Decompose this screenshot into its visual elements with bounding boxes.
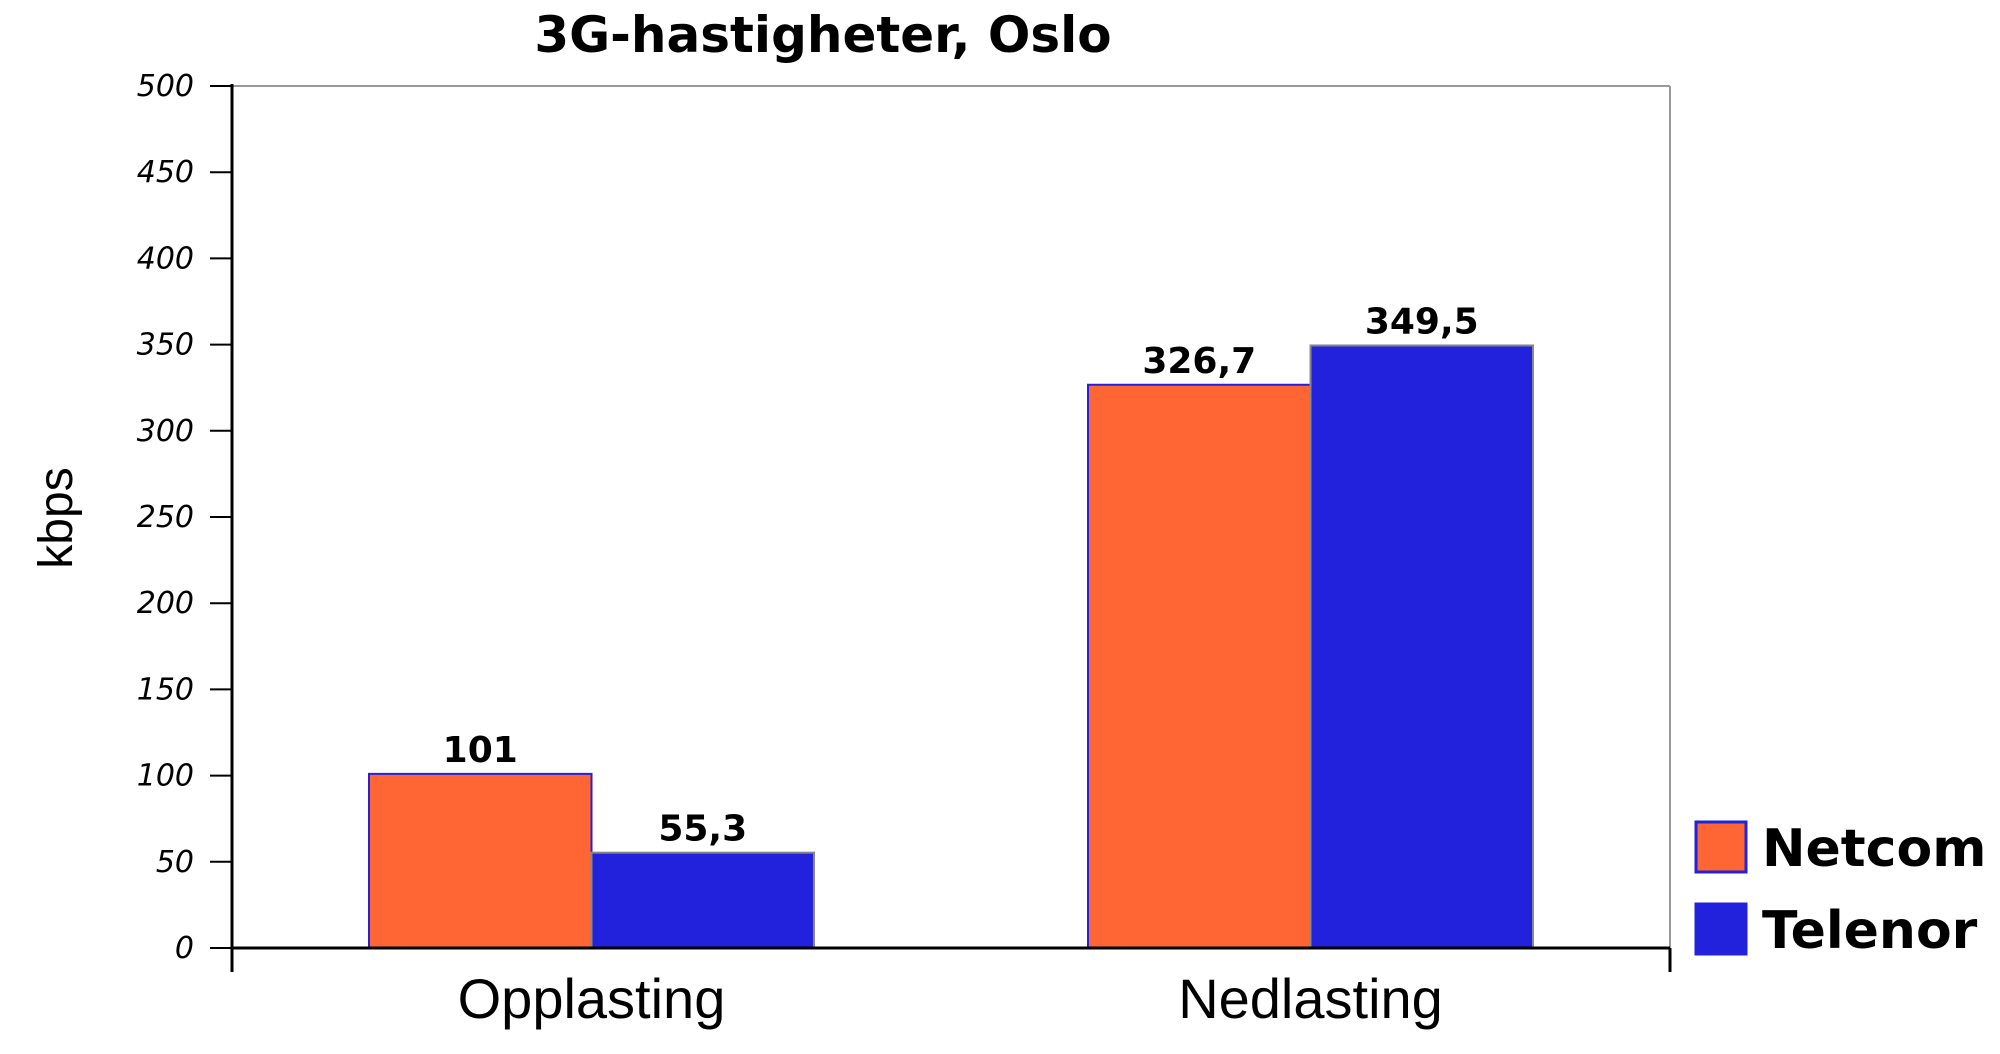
plot-area: 0 50 100 150 200 250 300 350 400 450 500 101 55,3 Opp… — [137, 69, 1672, 1030]
x-tick-label: Nedlasting — [1178, 967, 1443, 1030]
y-tick-label: 0 — [175, 931, 194, 966]
legend-swatch — [1694, 820, 1748, 874]
legend-label: Telenor — [1762, 901, 1978, 961]
y-tick-label: 50 — [156, 845, 194, 880]
y-tick-label: 250 — [137, 500, 194, 535]
y-tick-label: 300 — [137, 414, 194, 449]
y-tick-label: 450 — [137, 155, 194, 190]
y-tick-label: 400 — [137, 241, 194, 276]
legend: Netcom Telenor — [1694, 819, 1986, 961]
legend-label: Netcom — [1762, 819, 1986, 879]
bar — [1309, 344, 1534, 950]
legend-swatch — [1694, 902, 1748, 956]
y-tick-label: 150 — [137, 672, 194, 707]
bar — [590, 851, 815, 949]
data-label: 349,5 — [1365, 301, 1479, 342]
y-tick-label: 500 — [137, 69, 194, 104]
data-label: 101 — [443, 730, 518, 771]
data-label: 326,7 — [1142, 341, 1256, 382]
chart-title: 3G-hastigheter, Oslo — [534, 6, 1111, 64]
y-tick-label: 200 — [137, 586, 194, 621]
y-axis-label: kbps — [30, 467, 83, 568]
y-tick-label: 350 — [137, 328, 194, 363]
data-label: 55,3 — [658, 809, 747, 850]
y-tick-label: 100 — [137, 759, 194, 794]
bar — [368, 772, 593, 949]
bar — [1087, 383, 1312, 949]
x-tick-label: Opplasting — [458, 967, 726, 1030]
